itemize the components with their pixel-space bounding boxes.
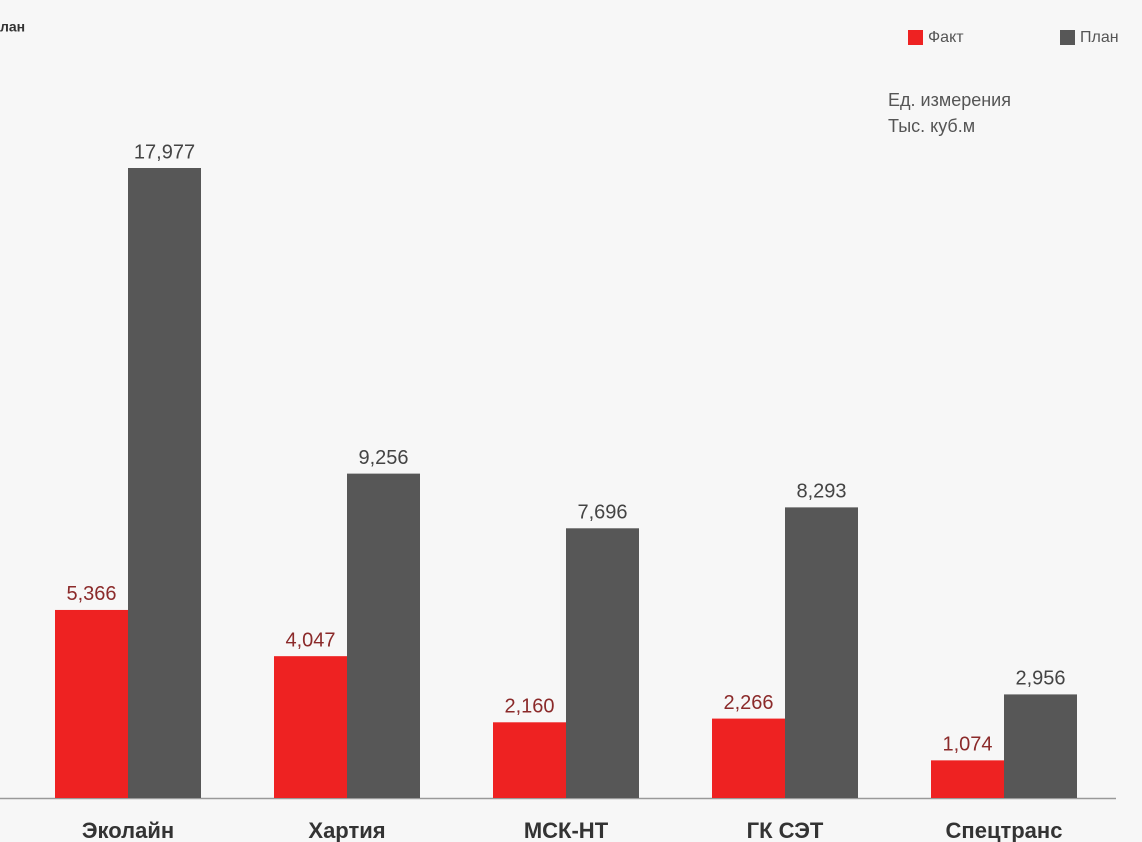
bar [274,656,347,798]
legend-label: Факт [928,29,964,46]
x-tick-label: Спецтранс [946,818,1063,842]
bar [712,718,785,798]
bar [493,722,566,798]
legend-label: План [1080,29,1119,46]
bar [566,528,639,798]
value-label: 2,956 [1015,668,1065,690]
value-label: 8,293 [796,481,846,503]
value-label: 7,696 [577,502,627,524]
bar [1004,694,1077,798]
annotation: Ед. измерения [888,90,1011,110]
x-tick-label: МСК-НТ [524,818,609,842]
legend-swatch [908,30,923,45]
value-label: 9,256 [358,447,408,469]
annotation: Тыс. куб.м [888,116,975,136]
value-label: 4,047 [285,629,335,651]
value-label: 17,977 [134,141,195,163]
value-label: 1,074 [942,734,992,756]
bar [785,507,858,798]
bar [931,760,1004,798]
x-tick-label: Эколайн [82,818,174,842]
bar [347,473,420,798]
value-label: 2,160 [504,696,554,718]
x-tick-label: ГК СЭТ [747,818,824,842]
x-tick-label: Хартия [308,818,385,842]
legend-swatch [1060,30,1075,45]
value-label: 5,366 [66,583,116,605]
bar [55,609,128,798]
chart-title: лан [0,19,25,35]
value-label: 2,266 [723,692,773,714]
bar [128,168,201,798]
